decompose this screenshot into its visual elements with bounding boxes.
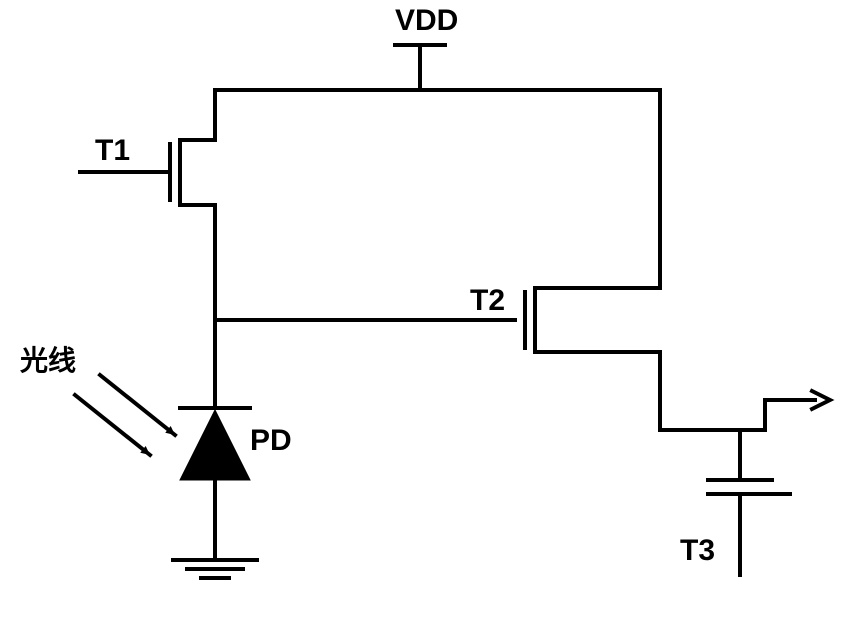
label-t3: T3 — [680, 534, 715, 567]
photodiode-symbol — [180, 410, 250, 480]
label-pd: PD — [250, 424, 292, 457]
circuit-schematic: VDD T1 T2 T3 PD 光线 — [0, 0, 843, 624]
label-vdd: VDD — [395, 4, 458, 37]
label-light: 光线 — [19, 345, 76, 376]
label-t1: T1 — [95, 134, 130, 167]
label-t2: T2 — [470, 284, 505, 317]
